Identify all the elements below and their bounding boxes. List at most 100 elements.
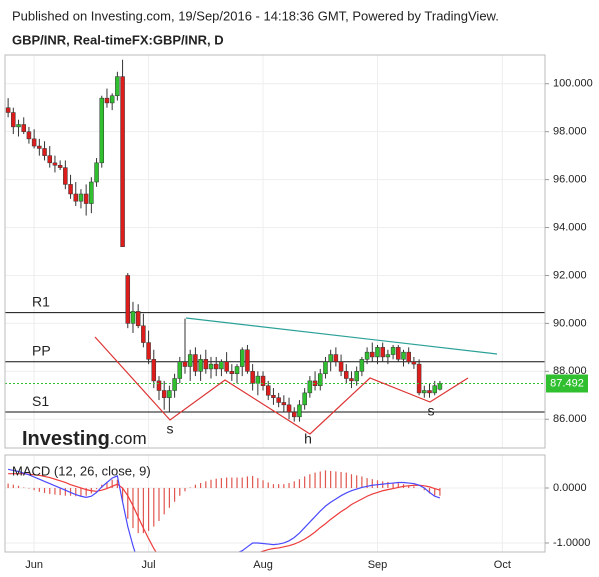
x-tick-label: Sep [368, 559, 388, 571]
pattern-annotation: s [167, 421, 174, 437]
histogram-bar [205, 481, 207, 488]
histogram-bar [33, 487, 35, 491]
candle-body [198, 359, 203, 372]
x-tick-label: Aug [253, 559, 273, 571]
histogram-bar [184, 487, 186, 492]
histogram-bar [64, 487, 66, 496]
price-plot [5, 55, 545, 448]
histogram-bar [298, 479, 301, 488]
candle-body [354, 371, 359, 382]
histogram-bar [28, 487, 30, 489]
histogram-bar [428, 487, 431, 494]
price-pane-frame [4, 54, 546, 449]
candle-body [219, 361, 224, 370]
candle-body [370, 351, 375, 358]
candle-body [281, 402, 287, 406]
histogram-bar [85, 487, 87, 496]
histogram-bar [413, 486, 415, 488]
histogram-bar [215, 478, 217, 488]
histogram-bar [194, 484, 197, 488]
histogram-bar [59, 487, 61, 496]
candle-body [265, 385, 271, 396]
candle-body [255, 375, 261, 384]
histogram-bar [12, 484, 14, 488]
histogram-bar [340, 472, 342, 488]
histogram-bar [397, 483, 399, 488]
candle-body [229, 371, 235, 374]
candle-body [432, 385, 437, 394]
signal-line [8, 473, 441, 552]
candle-body [187, 354, 193, 367]
candle-body [73, 193, 79, 202]
candle-body [271, 395, 276, 398]
candle-body [239, 349, 245, 367]
histogram-bar [147, 487, 150, 531]
macd-line [7, 468, 441, 552]
histogram-bar [252, 475, 254, 488]
candle-body [177, 361, 183, 379]
y-tick-label: 92.000 [553, 269, 587, 281]
candle-body [396, 347, 401, 360]
histogram-bar [392, 482, 394, 488]
histogram-bar [226, 477, 228, 488]
plot-layer [5, 55, 545, 552]
candle-body [146, 342, 151, 360]
candle-body [78, 193, 84, 202]
candle-body [390, 347, 396, 355]
candle-body [31, 138, 37, 147]
candle-body [161, 390, 167, 398]
candle-body [52, 162, 58, 166]
histogram-bar [158, 487, 160, 521]
histogram-bar [137, 487, 139, 534]
candle-body [411, 361, 417, 365]
macd-title: MACD (12, 26, close, 9) [12, 463, 151, 478]
candle-body [26, 131, 32, 140]
candle-body [286, 404, 292, 413]
histogram-bar [356, 475, 358, 488]
x-tick-label: Jul [142, 559, 156, 571]
candle-body [172, 378, 177, 391]
last-price-box [546, 374, 588, 393]
candle-body [364, 351, 370, 360]
histogram-bar [434, 487, 436, 496]
trend-line [185, 317, 498, 355]
histogram-bar [43, 487, 46, 493]
candle-body [83, 193, 89, 204]
candle-body [115, 76, 120, 96]
candle-body [307, 380, 313, 394]
candle-body [203, 359, 209, 370]
histogram-bar [304, 476, 306, 488]
histogram-bar [345, 472, 347, 488]
candle-body [109, 95, 115, 104]
candle-body [125, 275, 131, 324]
candle-body [349, 378, 354, 382]
candle-body [437, 383, 443, 390]
histogram-bar [106, 481, 108, 488]
y-tick-label: 0.0000 [553, 482, 587, 494]
macd-plot [5, 455, 545, 552]
histogram-bar [278, 484, 280, 488]
histogram-bar [319, 471, 321, 488]
candle-body [422, 390, 427, 394]
candle-body [89, 181, 94, 204]
y-tick-label: 94.000 [553, 221, 587, 233]
candle-body [318, 373, 323, 386]
candle-body [37, 145, 42, 149]
histogram-bar [283, 484, 285, 488]
candle-body [16, 124, 21, 128]
candle-body [21, 124, 26, 132]
candle-body [344, 371, 349, 379]
candle-body [297, 404, 302, 418]
histogram-bar [423, 487, 425, 491]
y-tick-label: 88.000 [553, 365, 587, 377]
candle-body [416, 363, 422, 394]
x-tick-label: Jun [25, 559, 43, 571]
histogram-bar [288, 483, 290, 488]
candle-body [224, 361, 229, 372]
histogram-bar [7, 483, 9, 488]
candle-body [406, 351, 411, 362]
candle-body [328, 354, 333, 362]
level-label: PP [32, 342, 51, 358]
pattern-annotation: h [304, 431, 312, 447]
